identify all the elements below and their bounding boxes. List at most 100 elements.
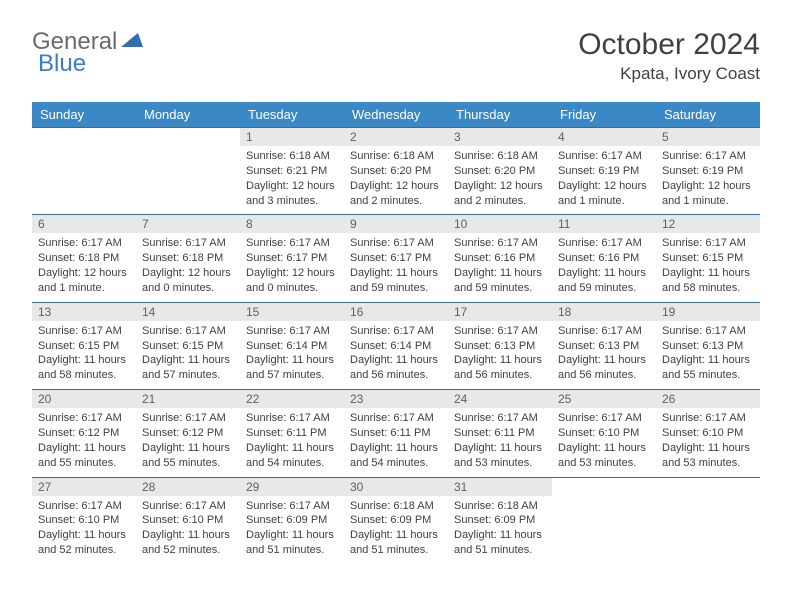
- calendar-day-cell: 14Sunrise: 6:17 AMSunset: 6:15 PMDayligh…: [136, 302, 240, 389]
- day-content: Sunrise: 6:17 AMSunset: 6:19 PMDaylight:…: [656, 146, 760, 214]
- day-content: Sunrise: 6:17 AMSunset: 6:12 PMDaylight:…: [136, 408, 240, 476]
- month-title: October 2024: [578, 28, 760, 62]
- calendar-day-cell: 23Sunrise: 6:17 AMSunset: 6:11 PMDayligh…: [344, 390, 448, 477]
- day-content: Sunrise: 6:17 AMSunset: 6:14 PMDaylight:…: [344, 321, 448, 389]
- day-number: 22: [240, 390, 344, 408]
- header: General October 2024 Kpata, Ivory Coast: [32, 28, 760, 84]
- weekday-header: Tuesday: [240, 102, 344, 128]
- day-content: Sunrise: 6:17 AMSunset: 6:13 PMDaylight:…: [552, 321, 656, 389]
- calendar-day-cell: 30Sunrise: 6:18 AMSunset: 6:09 PMDayligh…: [344, 477, 448, 564]
- day-number: 14: [136, 303, 240, 321]
- calendar-day-cell: 5Sunrise: 6:17 AMSunset: 6:19 PMDaylight…: [656, 128, 760, 215]
- weekday-header: Monday: [136, 102, 240, 128]
- calendar-day-cell: 8Sunrise: 6:17 AMSunset: 6:17 PMDaylight…: [240, 215, 344, 302]
- day-content: Sunrise: 6:17 AMSunset: 6:10 PMDaylight:…: [136, 496, 240, 564]
- day-content: Sunrise: 6:17 AMSunset: 6:17 PMDaylight:…: [344, 233, 448, 301]
- calendar-day-cell: 6Sunrise: 6:17 AMSunset: 6:18 PMDaylight…: [32, 215, 136, 302]
- location: Kpata, Ivory Coast: [578, 64, 760, 84]
- day-number: 4: [552, 128, 656, 146]
- calendar-week-row: 20Sunrise: 6:17 AMSunset: 6:12 PMDayligh…: [32, 390, 760, 477]
- calendar-day-cell: 2Sunrise: 6:18 AMSunset: 6:20 PMDaylight…: [344, 128, 448, 215]
- weekday-header: Wednesday: [344, 102, 448, 128]
- calendar-week-row: 1Sunrise: 6:18 AMSunset: 6:21 PMDaylight…: [32, 128, 760, 215]
- day-content: Sunrise: 6:18 AMSunset: 6:20 PMDaylight:…: [344, 146, 448, 214]
- logo-triangle-icon: [121, 31, 143, 54]
- day-content: Sunrise: 6:17 AMSunset: 6:10 PMDaylight:…: [32, 496, 136, 564]
- calendar-day-cell: 26Sunrise: 6:17 AMSunset: 6:10 PMDayligh…: [656, 390, 760, 477]
- calendar-day-cell: 3Sunrise: 6:18 AMSunset: 6:20 PMDaylight…: [448, 128, 552, 215]
- calendar-day-cell: 18Sunrise: 6:17 AMSunset: 6:13 PMDayligh…: [552, 302, 656, 389]
- weekday-header: Saturday: [656, 102, 760, 128]
- day-content: Sunrise: 6:18 AMSunset: 6:09 PMDaylight:…: [448, 496, 552, 564]
- day-number: 12: [656, 215, 760, 233]
- day-content: Sunrise: 6:18 AMSunset: 6:20 PMDaylight:…: [448, 146, 552, 214]
- calendar-day-cell: 20Sunrise: 6:17 AMSunset: 6:12 PMDayligh…: [32, 390, 136, 477]
- calendar-day-cell: 4Sunrise: 6:17 AMSunset: 6:19 PMDaylight…: [552, 128, 656, 215]
- day-number: 17: [448, 303, 552, 321]
- day-content: Sunrise: 6:17 AMSunset: 6:18 PMDaylight:…: [136, 233, 240, 301]
- day-content: Sunrise: 6:17 AMSunset: 6:11 PMDaylight:…: [344, 408, 448, 476]
- calendar-day-cell: 22Sunrise: 6:17 AMSunset: 6:11 PMDayligh…: [240, 390, 344, 477]
- day-content: Sunrise: 6:17 AMSunset: 6:16 PMDaylight:…: [552, 233, 656, 301]
- day-number: 1: [240, 128, 344, 146]
- calendar-day-cell: 25Sunrise: 6:17 AMSunset: 6:10 PMDayligh…: [552, 390, 656, 477]
- weekday-header: Friday: [552, 102, 656, 128]
- day-number: 28: [136, 478, 240, 496]
- day-content: Sunrise: 6:17 AMSunset: 6:09 PMDaylight:…: [240, 496, 344, 564]
- day-number: 25: [552, 390, 656, 408]
- calendar-day-cell: 16Sunrise: 6:17 AMSunset: 6:14 PMDayligh…: [344, 302, 448, 389]
- day-content: Sunrise: 6:17 AMSunset: 6:18 PMDaylight:…: [32, 233, 136, 301]
- day-number: 3: [448, 128, 552, 146]
- day-content: Sunrise: 6:18 AMSunset: 6:21 PMDaylight:…: [240, 146, 344, 214]
- day-number: 24: [448, 390, 552, 408]
- day-content: Sunrise: 6:17 AMSunset: 6:17 PMDaylight:…: [240, 233, 344, 301]
- day-content: Sunrise: 6:17 AMSunset: 6:12 PMDaylight:…: [32, 408, 136, 476]
- day-number: 2: [344, 128, 448, 146]
- calendar-week-row: 6Sunrise: 6:17 AMSunset: 6:18 PMDaylight…: [32, 215, 760, 302]
- day-number: 29: [240, 478, 344, 496]
- weekday-header: Sunday: [32, 102, 136, 128]
- calendar-day-cell: [552, 477, 656, 564]
- day-number: 20: [32, 390, 136, 408]
- calendar-day-cell: 29Sunrise: 6:17 AMSunset: 6:09 PMDayligh…: [240, 477, 344, 564]
- day-number: 15: [240, 303, 344, 321]
- calendar-day-cell: 10Sunrise: 6:17 AMSunset: 6:16 PMDayligh…: [448, 215, 552, 302]
- logo-blue-row: Blue: [38, 50, 86, 78]
- day-number: 27: [32, 478, 136, 496]
- day-number: 11: [552, 215, 656, 233]
- calendar-day-cell: 13Sunrise: 6:17 AMSunset: 6:15 PMDayligh…: [32, 302, 136, 389]
- calendar-day-cell: 12Sunrise: 6:17 AMSunset: 6:15 PMDayligh…: [656, 215, 760, 302]
- day-content: Sunrise: 6:17 AMSunset: 6:13 PMDaylight:…: [656, 321, 760, 389]
- calendar-day-cell: 7Sunrise: 6:17 AMSunset: 6:18 PMDaylight…: [136, 215, 240, 302]
- calendar-day-cell: 17Sunrise: 6:17 AMSunset: 6:13 PMDayligh…: [448, 302, 552, 389]
- day-content: Sunrise: 6:17 AMSunset: 6:15 PMDaylight:…: [136, 321, 240, 389]
- day-content: Sunrise: 6:17 AMSunset: 6:13 PMDaylight:…: [448, 321, 552, 389]
- day-content: Sunrise: 6:17 AMSunset: 6:15 PMDaylight:…: [656, 233, 760, 301]
- day-content: Sunrise: 6:17 AMSunset: 6:10 PMDaylight:…: [656, 408, 760, 476]
- calendar-day-cell: 21Sunrise: 6:17 AMSunset: 6:12 PMDayligh…: [136, 390, 240, 477]
- day-content: Sunrise: 6:17 AMSunset: 6:10 PMDaylight:…: [552, 408, 656, 476]
- calendar-day-cell: 11Sunrise: 6:17 AMSunset: 6:16 PMDayligh…: [552, 215, 656, 302]
- day-content: Sunrise: 6:17 AMSunset: 6:19 PMDaylight:…: [552, 146, 656, 214]
- day-content: Sunrise: 6:17 AMSunset: 6:11 PMDaylight:…: [240, 408, 344, 476]
- title-block: October 2024 Kpata, Ivory Coast: [578, 28, 760, 84]
- calendar-day-cell: 1Sunrise: 6:18 AMSunset: 6:21 PMDaylight…: [240, 128, 344, 215]
- calendar-day-cell: [136, 128, 240, 215]
- day-number: 26: [656, 390, 760, 408]
- calendar-day-cell: 9Sunrise: 6:17 AMSunset: 6:17 PMDaylight…: [344, 215, 448, 302]
- calendar-week-row: 13Sunrise: 6:17 AMSunset: 6:15 PMDayligh…: [32, 302, 760, 389]
- day-number: 18: [552, 303, 656, 321]
- day-number: 7: [136, 215, 240, 233]
- calendar-day-cell: 19Sunrise: 6:17 AMSunset: 6:13 PMDayligh…: [656, 302, 760, 389]
- day-number: 9: [344, 215, 448, 233]
- calendar-day-cell: 28Sunrise: 6:17 AMSunset: 6:10 PMDayligh…: [136, 477, 240, 564]
- day-number: 6: [32, 215, 136, 233]
- calendar-day-cell: 24Sunrise: 6:17 AMSunset: 6:11 PMDayligh…: [448, 390, 552, 477]
- day-number: 10: [448, 215, 552, 233]
- day-number: 13: [32, 303, 136, 321]
- day-content: Sunrise: 6:17 AMSunset: 6:16 PMDaylight:…: [448, 233, 552, 301]
- calendar-day-cell: 27Sunrise: 6:17 AMSunset: 6:10 PMDayligh…: [32, 477, 136, 564]
- weekday-header-row: SundayMondayTuesdayWednesdayThursdayFrid…: [32, 102, 760, 128]
- day-content: Sunrise: 6:18 AMSunset: 6:09 PMDaylight:…: [344, 496, 448, 564]
- calendar-body: 1Sunrise: 6:18 AMSunset: 6:21 PMDaylight…: [32, 128, 760, 564]
